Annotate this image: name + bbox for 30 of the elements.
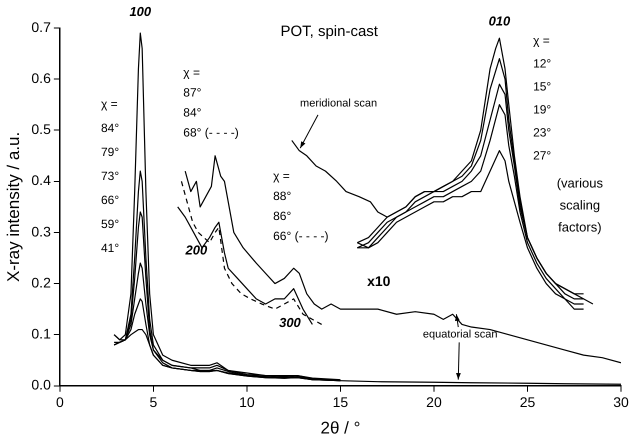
annotation: equatorial scan	[422, 328, 498, 341]
y-tick-label: 0.7	[31, 18, 52, 35]
y-tick-label: 0.2	[31, 274, 52, 290]
x-tick-label: 5	[149, 394, 158, 410]
x-tick-label: 20	[426, 394, 442, 410]
x-tick-label: 25	[520, 394, 536, 410]
x-tick-label: 30	[613, 394, 629, 410]
annotation: 010	[488, 13, 512, 28]
annotation: 300	[279, 315, 302, 330]
annotation: χ = 84° 79° 73° 66° 59° 41°	[101, 96, 120, 255]
y-tick-label: 0.3	[31, 223, 52, 240]
chart-title: POT, spin-cast	[280, 23, 379, 40]
x-tick-label: 10	[239, 394, 255, 410]
y-tick-label: 0.1	[31, 326, 52, 342]
y-tick-label: 0.5	[31, 121, 52, 138]
x-axis-title: 2θ / °	[320, 418, 360, 438]
annotation: meridional scan	[300, 98, 378, 110]
annotation: x10	[367, 272, 391, 289]
y-axis-title: X-ray intensity / a.u.	[4, 132, 23, 282]
annotation: (various scaling factors)	[556, 175, 604, 234]
y-tick-label: 0.0	[31, 376, 52, 393]
annotation: χ = 88° 86° 66° (- - - -)	[273, 169, 329, 244]
annotation: 200	[184, 242, 208, 258]
y-tick-label: 0.4	[31, 172, 52, 188]
text: 100	[129, 4, 152, 20]
annotation: χ = 12° 15° 19° 23° 27°	[533, 34, 552, 163]
x-tick-label: 0	[56, 394, 64, 410]
annotation: χ = 87° 84° 68° (- - - -)	[183, 65, 239, 140]
x-tick-label: 15	[332, 394, 348, 410]
y-tick-label: 0.6	[31, 70, 52, 86]
